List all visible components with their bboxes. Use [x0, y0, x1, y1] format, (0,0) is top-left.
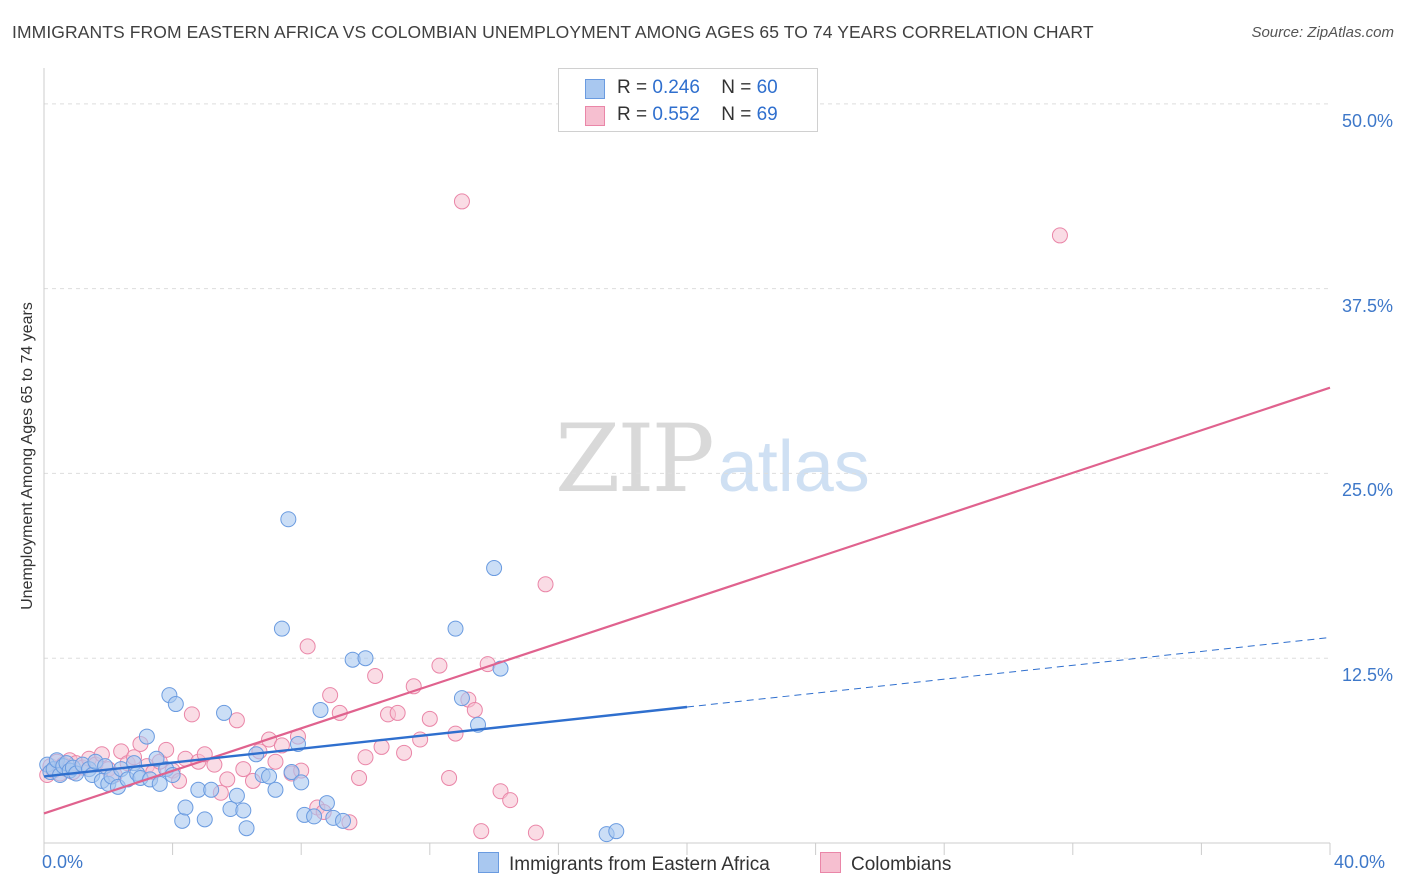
eastern-africa-point	[293, 774, 310, 791]
colombians-point	[431, 657, 448, 674]
watermark-zip: ZIP	[555, 405, 715, 514]
x-tick-label-max: 40.0%	[1334, 852, 1386, 872]
colombians-point	[396, 744, 413, 761]
colombians-point	[421, 710, 438, 727]
eastern-africa-point	[492, 660, 509, 677]
eastern-africa-point	[196, 811, 213, 828]
eastern-africa-trend-extension	[686, 637, 1331, 708]
legend-n-value: 69	[756, 104, 778, 125]
eastern-africa-point	[174, 812, 191, 829]
colombians-point	[441, 769, 458, 786]
colombians-trend-line	[43, 386, 1331, 815]
eastern-africa-point	[608, 823, 625, 840]
bottom-legend-swatch-blue	[478, 852, 499, 873]
eastern-africa-point	[280, 511, 297, 528]
legend-r-label: R =	[617, 104, 648, 125]
eastern-africa-point	[357, 650, 374, 667]
eastern-africa-point	[318, 795, 335, 812]
eastern-africa-point	[453, 690, 470, 707]
eastern-africa-point	[486, 560, 503, 577]
axes	[43, 68, 1331, 855]
legend-swatch-pink	[585, 106, 605, 126]
eastern-africa-point	[167, 696, 184, 713]
y-tick-label: 12.5%	[1341, 665, 1393, 686]
colombians-points	[39, 193, 1068, 841]
eastern-africa-point	[334, 812, 351, 829]
colombians-point	[228, 712, 245, 729]
colombians-point	[357, 749, 374, 766]
correlation-legend: R = 0.246 N = 60 R = 0.552 N = 69	[558, 68, 818, 132]
colombians-point	[235, 761, 252, 778]
colombians-point	[473, 823, 490, 840]
legend-n-label: N =	[721, 104, 752, 125]
eastern-africa-point	[447, 620, 464, 637]
eastern-africa-point	[273, 620, 290, 637]
eastern-africa-point	[228, 787, 245, 804]
eastern-africa-point	[203, 781, 220, 798]
legend-row-eastern-africa: R = 0.246 N = 60	[585, 77, 778, 99]
colombians-point	[453, 193, 470, 210]
eastern-africa-point	[216, 704, 233, 721]
bottom-legend-label: Immigrants from Eastern Africa	[509, 854, 770, 875]
eastern-africa-point	[235, 802, 252, 819]
colombians-point	[299, 638, 316, 655]
legend-r-value: 0.552	[652, 104, 700, 125]
colombians-point	[1051, 227, 1068, 244]
bottom-legend-swatch-pink	[820, 852, 841, 873]
eastern-africa-point	[238, 820, 255, 837]
colombians-point	[367, 667, 384, 684]
grid-lines	[44, 103, 1330, 659]
legend-r-label: R =	[617, 77, 648, 98]
colombians-point	[466, 701, 483, 718]
colombians-point	[537, 576, 554, 593]
chart-title: IMMIGRANTS FROM EASTERN AFRICA VS COLOMB…	[12, 22, 1094, 42]
eastern-africa-point	[261, 768, 278, 785]
colombians-point	[351, 769, 368, 786]
eastern-africa-point	[312, 701, 329, 718]
colombians-point	[219, 771, 236, 788]
colombians-point	[267, 753, 284, 770]
eastern-africa-point	[148, 750, 165, 767]
colombians-point	[502, 792, 519, 809]
y-tick-label: 50.0%	[1341, 110, 1393, 131]
legend-r-value: 0.246	[652, 77, 700, 98]
eastern-africa-points	[39, 511, 625, 843]
colombians-point	[527, 824, 544, 841]
legend-n-label: N =	[721, 77, 752, 98]
legend-row-colombians: R = 0.552 N = 69	[585, 104, 778, 126]
eastern-africa-point	[283, 764, 300, 781]
eastern-africa-point	[151, 775, 168, 792]
bottom-legend-label: Colombians	[851, 854, 952, 875]
eastern-africa-point	[138, 728, 155, 745]
colombians-point	[183, 706, 200, 723]
y-tick-label: 37.5%	[1341, 295, 1393, 316]
legend-swatch-blue	[585, 79, 605, 99]
eastern-africa-point	[306, 808, 323, 825]
y-tick-label: 25.0%	[1341, 480, 1393, 501]
eastern-africa-point	[177, 799, 194, 816]
eastern-africa-point	[267, 781, 284, 798]
x-tick-label-min: 0.0%	[42, 852, 84, 872]
colombians-point	[322, 687, 339, 704]
watermark-atlas: atlas	[717, 427, 870, 507]
bottom-legend-colombians: Colombians	[820, 852, 951, 876]
legend-n-value: 60	[756, 77, 778, 98]
colombians-point	[389, 704, 406, 721]
bottom-legend-eastern-africa: Immigrants from Eastern Africa	[478, 852, 770, 876]
eastern-africa-trend-line	[43, 705, 688, 778]
trend-lines	[43, 386, 1331, 815]
source-label: Source: ZipAtlas.com	[1251, 24, 1394, 41]
y-axis-label: Unemployment Among Ages 65 to 74 years	[19, 302, 36, 610]
watermark: ZIPatlas	[555, 405, 870, 514]
